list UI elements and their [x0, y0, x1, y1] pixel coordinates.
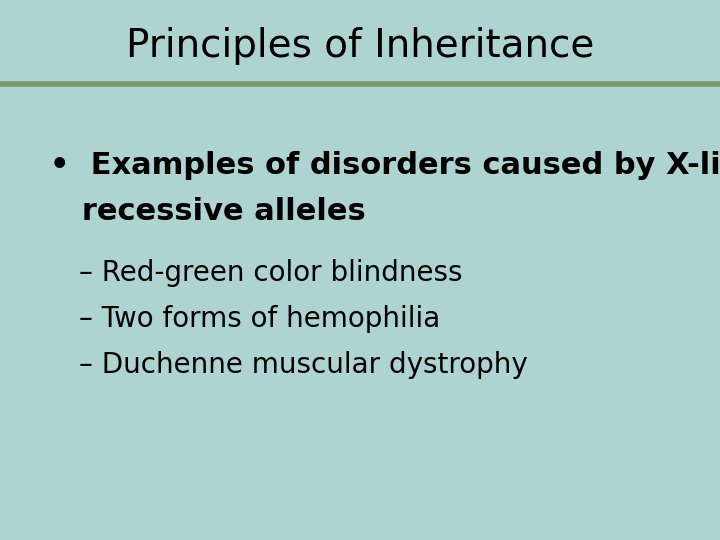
Text: recessive alleles: recessive alleles	[50, 197, 366, 226]
Text: Principles of Inheritance: Principles of Inheritance	[126, 27, 594, 65]
Text: – Duchenne muscular dystrophy: – Duchenne muscular dystrophy	[79, 351, 528, 379]
Text: •  Examples of disorders caused by X-linked: • Examples of disorders caused by X-link…	[50, 151, 720, 180]
Text: – Two forms of hemophilia: – Two forms of hemophilia	[79, 305, 441, 333]
Text: – Red-green color blindness: – Red-green color blindness	[79, 259, 463, 287]
